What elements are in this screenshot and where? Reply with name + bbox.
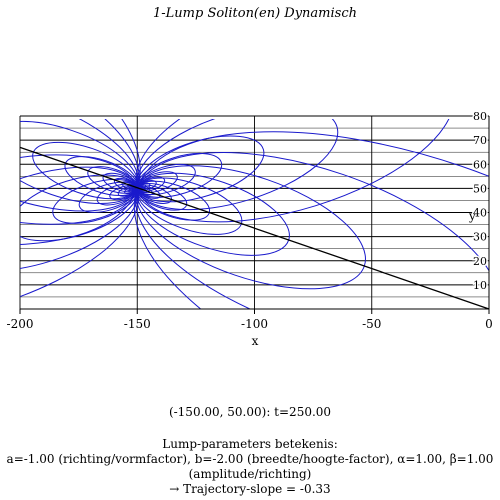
y-tick-label: 30 (473, 231, 487, 244)
contour-curve (134, 152, 489, 309)
params-heading: Lump-parameters betekenis: (162, 437, 338, 451)
trajectory-series (19, 146, 490, 310)
x-tick-labels: -200 -150 -100 -50 0 (7, 309, 493, 331)
y-axis-label: y (468, 209, 476, 223)
chart-title: 1-Lump Soliton(en) Dynamisch (153, 6, 357, 21)
coordinate-readout: (-150.00, 50.00): t=250.00 (168, 405, 332, 419)
contour-curve (20, 119, 140, 225)
x-tick-label: -50 (362, 317, 381, 331)
y-tick-label: 80 (473, 110, 487, 123)
x-tick-label: 0 (485, 317, 493, 331)
y-tick-label: 10 (473, 279, 487, 292)
y-tick-label: 20 (473, 255, 487, 268)
x-tick-label: -200 (7, 317, 34, 331)
y-tick-label: 60 (473, 158, 487, 171)
x-axis-label: x (252, 334, 259, 348)
trajectory-line (19, 146, 490, 310)
x-tick-label: -150 (124, 317, 151, 331)
params-line-1: a=-1.00 (richting/vormfactor), b=-2.00 (… (6, 452, 494, 466)
y-tick-label: 40 (473, 207, 487, 220)
y-tick-label: 50 (473, 182, 487, 195)
x-tick-label: -100 (241, 317, 268, 331)
params-line-2: (amplitude/richting) (188, 467, 312, 481)
contour-curve (20, 120, 139, 204)
y-tick-label: 70 (473, 134, 487, 147)
params-line-3: → Trajectory-slope = -0.33 (169, 482, 331, 496)
y-tick-labels: 10 20 30 40 50 60 70 80 (472, 109, 489, 294)
